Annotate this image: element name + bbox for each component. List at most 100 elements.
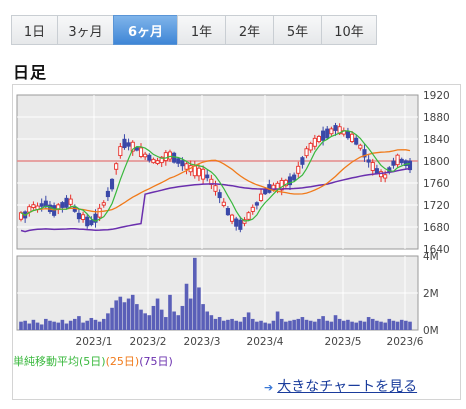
volume-bar [89, 317, 94, 330]
tab-6[interactable]: 10年 [321, 15, 377, 45]
candle-body [122, 138, 127, 149]
price-tick-label: 1640 [423, 244, 450, 256]
candle-body [101, 202, 106, 206]
candle-body [246, 212, 251, 220]
price-tick-label: 1840 [423, 134, 450, 146]
candle-body [225, 208, 230, 216]
candle-body [89, 220, 94, 226]
volume-bar [60, 319, 65, 330]
volume-bar [279, 318, 284, 330]
candle-body [184, 163, 189, 170]
volume-bar [64, 323, 69, 330]
candle-body [370, 162, 375, 171]
volume-bar [139, 309, 143, 330]
volume-bar [122, 302, 127, 330]
volume-bar [383, 322, 387, 330]
volume-bar [52, 321, 56, 330]
volume-bar [226, 319, 230, 330]
volume-bar [337, 318, 342, 330]
candle-body [296, 165, 301, 174]
tab-3[interactable]: 1年 [177, 15, 225, 45]
volume-bar [317, 318, 321, 330]
candle-body [60, 202, 65, 208]
legend-ma75: (75日) [139, 355, 173, 368]
candle-body [304, 148, 309, 157]
volume-bar [325, 320, 330, 330]
volume-bar [379, 321, 383, 330]
volume-bar [126, 298, 131, 330]
volume-tick-label: 4M [423, 251, 439, 263]
volume-bar [404, 320, 408, 330]
candle-body [109, 178, 115, 190]
volume-bar [143, 313, 147, 330]
volume-bar [370, 318, 375, 330]
ma75-line [20, 167, 411, 233]
volume-tick-label: 2M [423, 288, 439, 300]
price-tick-label: 1880 [423, 112, 450, 124]
volume-bar [341, 320, 346, 330]
volume-bar [97, 321, 102, 330]
candle-body [143, 153, 148, 158]
candle-body [105, 190, 110, 198]
tab-1[interactable]: 3ヶ月 [57, 15, 113, 45]
volume-bar [333, 315, 338, 330]
volume-bar [68, 320, 73, 330]
candle-body [52, 205, 57, 216]
volume-bar [193, 257, 197, 330]
candle-body [325, 128, 330, 139]
candle-body [39, 203, 44, 207]
volume-tick-label: 0M [423, 325, 439, 337]
volume-bar [164, 317, 168, 330]
candle-body [279, 180, 284, 191]
volume-bar [217, 317, 222, 330]
volume-bar [395, 321, 400, 330]
volume-bar [155, 298, 160, 330]
candle-body [308, 142, 313, 151]
candle-body [362, 149, 367, 158]
volume-bar [313, 321, 317, 330]
volume-bar [288, 320, 292, 330]
volume-bar [230, 318, 234, 330]
volume-bar [255, 321, 259, 330]
volume-bar [304, 319, 309, 330]
candle-body [221, 201, 226, 207]
tab-5[interactable]: 5年 [273, 15, 321, 45]
candle-body [321, 130, 326, 141]
candle-body [163, 152, 168, 161]
volume-bar [176, 315, 181, 330]
candle-body [147, 154, 152, 161]
tab-2[interactable]: 6ヶ月 [113, 15, 177, 45]
tab-4[interactable]: 2年 [225, 15, 273, 45]
volume-bar [284, 321, 288, 330]
volume-bar [93, 319, 98, 330]
volume-bar [242, 317, 247, 330]
arrow-right-icon: ➔ [264, 381, 274, 394]
tab-0[interactable]: 1日 [11, 15, 57, 45]
volume-bar [118, 296, 123, 330]
volume-bar [408, 321, 412, 330]
volume-bar [101, 318, 106, 330]
candle-body [287, 176, 293, 186]
candle-body [81, 214, 86, 220]
volume-bars [19, 257, 412, 330]
volume-bar [213, 318, 218, 330]
candle-body [230, 214, 235, 222]
chart-frame [12, 84, 461, 400]
volume-bar [19, 321, 23, 330]
candle-body [155, 160, 160, 164]
candle-body [263, 189, 268, 195]
volume-bar [209, 315, 214, 330]
volume-bar [201, 304, 205, 330]
volume-bar [35, 322, 40, 330]
candle-body [159, 156, 164, 164]
volume-bar [271, 320, 276, 330]
candle-body [151, 158, 156, 164]
candle-body [333, 125, 338, 131]
candle-body [345, 131, 350, 139]
volume-bar [114, 300, 118, 330]
large-chart-link[interactable]: ➔ 大きなチャートを見る [264, 376, 417, 396]
volume-bar [350, 321, 354, 330]
candle-body [64, 197, 69, 208]
candle-body [201, 168, 206, 180]
